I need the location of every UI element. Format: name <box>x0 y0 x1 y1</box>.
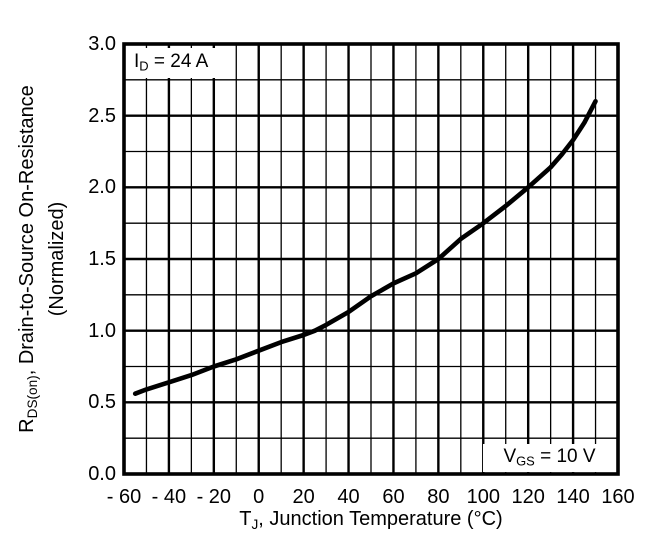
x-tick-label: 120 <box>511 486 545 508</box>
x-tick-label: - 40 <box>151 486 187 508</box>
y-axis-title: RDS(on), Drain-to-Source On-Resistance (… <box>15 85 69 433</box>
label-text: = 24 A <box>148 51 209 72</box>
x-tick-label: 100 <box>466 486 500 508</box>
annotation-vgs-condition: VGS = 10 V <box>483 444 616 472</box>
x-tick-label: 80 <box>427 486 450 508</box>
label-text: , Junction Temperature (°C) <box>258 508 503 530</box>
y-tick-label: 0.0 <box>88 463 116 485</box>
y-tick-label: 3.0 <box>88 33 116 55</box>
x-tick-label: 0 <box>253 486 265 508</box>
y-axis-title-line1: RDS(on), Drain-to-Source On-Resistance <box>15 85 45 433</box>
label-text: I <box>134 51 140 72</box>
label-text: V <box>503 446 517 467</box>
subscript-text: D <box>139 58 149 74</box>
plot-border <box>122 42 620 476</box>
subscript-text: J <box>251 516 259 532</box>
label-text: R <box>16 418 39 433</box>
x-tick-label: 40 <box>337 486 360 508</box>
label-text: , Drain-to-Source On-Resistance <box>16 85 39 376</box>
label-text: = 10 V <box>534 446 596 467</box>
x-axis-title-text: TJ, Junction Temperature (°C) <box>239 508 503 532</box>
x-tick-label: - 20 <box>196 486 232 508</box>
y-tick-label: 1.5 <box>88 248 116 270</box>
rdson-curve <box>132 99 598 396</box>
x-axis-title: TJ, Junction Temperature (°C) <box>124 508 618 532</box>
y-tick-label: 1.0 <box>88 319 116 342</box>
x-tick-label: - 60 <box>106 486 142 508</box>
subscript-text: DS(on) <box>24 375 40 419</box>
y-tick-label: 2.0 <box>88 176 116 199</box>
x-tick-label: 140 <box>556 486 590 508</box>
y-tick-label: 2.5 <box>88 104 116 127</box>
x-tick-label: 160 <box>601 486 635 508</box>
x-tick-label: 20 <box>292 486 315 508</box>
subscript-text: GS <box>516 453 535 469</box>
label-text: T <box>239 508 252 530</box>
y-axis-title-line2: (Normalized) <box>45 201 68 317</box>
annotation-id-condition: ID = 24 A <box>127 48 233 78</box>
x-tick-label: 60 <box>382 486 405 508</box>
y-tick-label: 0.5 <box>88 391 116 414</box>
